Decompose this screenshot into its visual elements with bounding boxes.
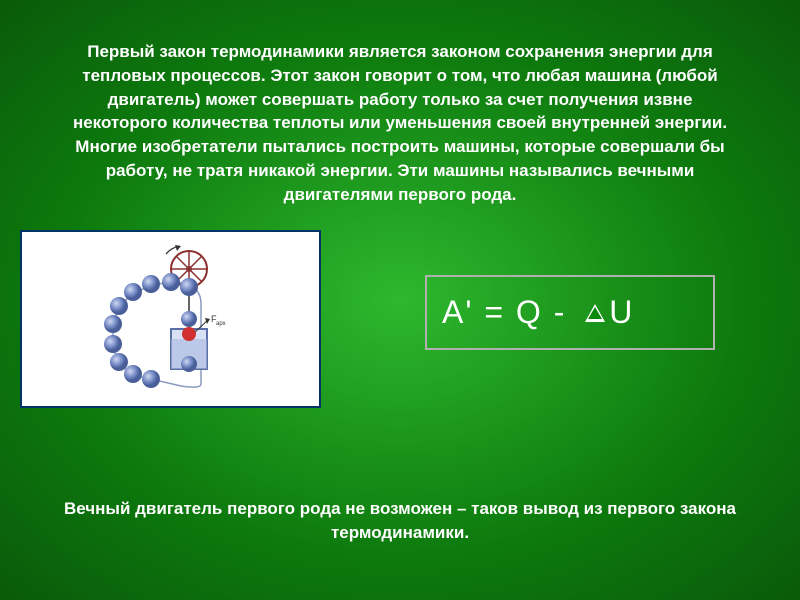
delta-triangle-icon bbox=[585, 304, 605, 322]
float-ball-icon bbox=[182, 327, 196, 341]
formula-text: A' = Q - U bbox=[442, 294, 634, 331]
conclusion-paragraph: Вечный двигатель первого рода не возможе… bbox=[0, 497, 800, 545]
formula-box: A' = Q - U bbox=[425, 275, 715, 350]
formula-eq: = bbox=[484, 294, 505, 331]
diagram-svg: F арх bbox=[71, 234, 271, 404]
formula-minus: - bbox=[554, 294, 567, 331]
force-sublabel: арх bbox=[216, 321, 226, 327]
perpetual-motion-diagram: F арх bbox=[20, 230, 321, 408]
vessel-icon: F арх bbox=[171, 289, 226, 369]
formula-lhs: A' bbox=[442, 294, 473, 331]
formula-u: U bbox=[609, 294, 634, 331]
formula-q: Q bbox=[516, 294, 543, 331]
main-paragraph: Первый закон термодинамики является зако… bbox=[0, 0, 800, 227]
